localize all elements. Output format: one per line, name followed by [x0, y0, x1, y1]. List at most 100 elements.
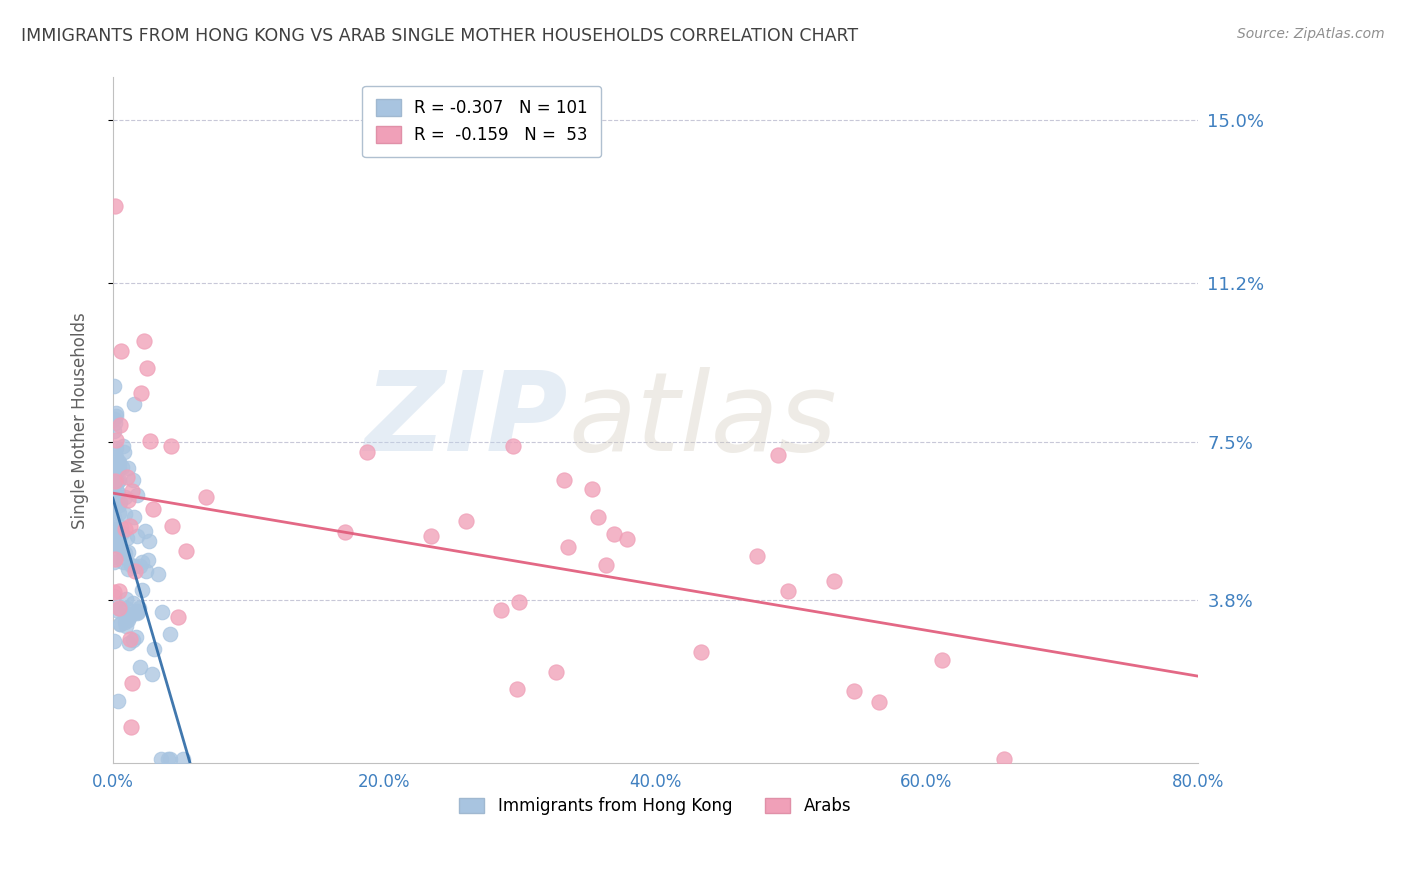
Point: [127, 487, 149, 501]
Point: [103, 378, 125, 392]
Point: [114, 507, 136, 521]
Point: [108, 455, 131, 469]
Point: [125, 606, 148, 620]
Point: [110, 616, 132, 631]
Point: [160, 439, 183, 453]
Point: [105, 409, 128, 423]
Point: [111, 543, 134, 558]
Point: [141, 667, 163, 681]
Point: [114, 601, 136, 615]
Point: [117, 607, 139, 621]
Point: [103, 552, 125, 566]
Point: [581, 482, 603, 496]
Point: [104, 487, 127, 501]
Point: [118, 636, 141, 650]
Point: [131, 555, 153, 569]
Point: [112, 445, 135, 459]
Point: [603, 527, 626, 541]
Point: [745, 549, 768, 563]
Point: [121, 483, 143, 498]
Point: [135, 361, 157, 376]
Point: [138, 533, 160, 548]
Point: [111, 460, 134, 475]
Point: [502, 439, 524, 453]
Point: [104, 448, 127, 462]
Point: [114, 615, 136, 629]
Point: [131, 582, 153, 597]
Point: [104, 466, 127, 480]
Point: [115, 619, 138, 633]
Point: [842, 684, 865, 698]
Point: [107, 474, 129, 488]
Point: [103, 522, 125, 536]
Point: [108, 473, 131, 487]
Point: [107, 694, 129, 708]
Point: [586, 509, 609, 524]
Point: [156, 752, 179, 766]
Point: [111, 555, 134, 569]
Point: [195, 490, 218, 504]
Point: [124, 564, 146, 578]
Point: [110, 418, 132, 433]
Point: [108, 461, 131, 475]
Point: [103, 549, 125, 564]
Point: [114, 522, 136, 536]
Point: [117, 613, 139, 627]
Text: IMMIGRANTS FROM HONG KONG VS ARAB SINGLE MOTHER HOUSEHOLDS CORRELATION CHART: IMMIGRANTS FROM HONG KONG VS ARAB SINGLE…: [21, 27, 858, 45]
Point: [993, 752, 1015, 766]
Point: [595, 558, 617, 572]
Point: [105, 483, 128, 498]
Point: [766, 448, 789, 462]
Point: [108, 601, 131, 615]
Point: [118, 519, 141, 533]
Point: [616, 532, 638, 546]
Point: [118, 632, 141, 646]
Point: [135, 564, 157, 578]
Point: [138, 553, 160, 567]
Point: [118, 610, 141, 624]
Text: atlas: atlas: [568, 367, 837, 474]
Point: [333, 524, 356, 539]
Point: [103, 497, 125, 511]
Point: [150, 605, 173, 619]
Point: [107, 506, 129, 520]
Point: [553, 473, 575, 487]
Point: [104, 537, 127, 551]
Point: [172, 752, 194, 766]
Point: [114, 546, 136, 560]
Point: [868, 695, 890, 709]
Point: [105, 433, 128, 447]
Point: [108, 600, 131, 615]
Point: [112, 550, 135, 565]
Point: [127, 605, 149, 619]
Point: [134, 524, 156, 538]
Point: [689, 645, 711, 659]
Point: [108, 498, 131, 512]
Point: [103, 530, 125, 544]
Point: [103, 535, 125, 549]
Point: [120, 721, 142, 735]
Point: [121, 675, 143, 690]
Point: [115, 470, 138, 484]
Point: [121, 607, 143, 621]
Point: [931, 653, 953, 667]
Point: [110, 344, 132, 359]
Point: [117, 461, 139, 475]
Point: [103, 585, 125, 599]
Point: [128, 660, 150, 674]
Point: [104, 199, 127, 213]
Point: [557, 540, 579, 554]
Point: [420, 529, 443, 543]
Point: [508, 595, 530, 609]
Point: [167, 609, 190, 624]
Point: [129, 558, 152, 573]
Point: [121, 473, 143, 487]
Point: [103, 412, 125, 426]
Point: [105, 450, 128, 464]
Point: [104, 457, 127, 471]
Point: [117, 531, 139, 545]
Point: [103, 634, 125, 648]
Point: [356, 445, 378, 459]
Point: [143, 642, 166, 657]
Point: [104, 519, 127, 533]
